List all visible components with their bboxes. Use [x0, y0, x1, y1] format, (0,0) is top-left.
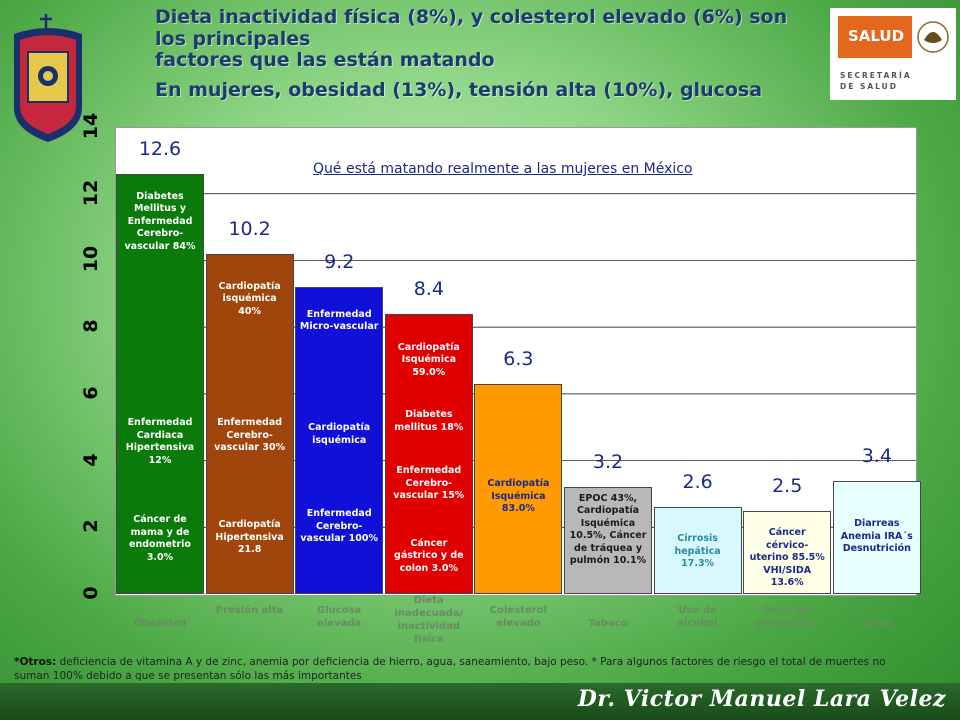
y-tick-label: 4 — [80, 452, 102, 467]
bar — [474, 383, 563, 594]
salud-logo: SALUD SECRETARÍA DE SALUD — [830, 8, 956, 100]
header-line-2: los principales — [155, 28, 311, 50]
value-label: 10.2 — [228, 217, 271, 240]
slide-header: Dieta inactividad física (8%), y coleste… — [155, 6, 815, 101]
value-label: 12.6 — [138, 137, 182, 160]
value-label: 3.2 — [592, 451, 624, 474]
y-tick-label: 6 — [80, 386, 102, 400]
y-tick-label: 2 — [80, 519, 102, 533]
bar-annotation: Cáncer de mama y de endometrio 3.0% — [129, 514, 191, 563]
bar-annotation: EPOC 43%, Cardiopatía Isquémica 10.5%, C… — [569, 492, 647, 567]
bar-annotation: Cáncer cérvico-uterino 85.5% VHI/SIDA 13… — [749, 527, 825, 589]
category-label: Glucosa elevada — [317, 605, 362, 629]
bar — [832, 480, 921, 594]
bar-annotation: Enfermedad Micro-vascular — [299, 308, 379, 333]
value-label: 2.5 — [772, 474, 803, 497]
bar-annotation: Cardiopatía Isquémica 83.0% — [487, 478, 550, 515]
value-label: 6.3 — [503, 347, 534, 370]
bar — [743, 510, 832, 594]
footnote-bold: *Otros: — [14, 656, 57, 668]
bar-annotation: Diabetes mellitus 18% — [394, 409, 464, 433]
secretaria-line1: SECRETARÍA — [840, 71, 912, 80]
value-label: 8.4 — [413, 277, 444, 300]
bar-annotation: Enfermedad Cerebro-vascular 30% — [214, 417, 286, 454]
y-tick-label: 10 — [80, 246, 102, 273]
y-tick-label: 12 — [80, 179, 102, 206]
y-tick-label: 8 — [80, 319, 102, 333]
bar-annotation: Cardiopatía Isquémica 59.0% — [397, 341, 460, 378]
bar-annotation: Diarreas Anemia IRA´s Desnutrición — [840, 518, 913, 554]
category-label: Presión alta — [215, 605, 284, 616]
category-label: Sexo sin protección — [757, 605, 818, 629]
bar-annotation: Enfermedad Cardiaca Hipertensiva 12% — [125, 417, 195, 466]
bar-annotation: Enfermedad Cerebro-vascular 100% — [300, 508, 379, 545]
y-tick-label: 14 — [80, 112, 102, 140]
footnote: *Otros: deficiencia de vitamina A y de z… — [14, 655, 894, 683]
signature-bar: Dr. Victor Manuel Lara Velez — [0, 683, 960, 720]
header-line-3: factores que las están matando — [155, 49, 495, 71]
bar — [295, 287, 384, 594]
bar — [564, 487, 652, 594]
category-label: Otros — [861, 618, 893, 629]
bar — [384, 313, 473, 594]
value-label: 3.4 — [861, 444, 892, 467]
bar-annotation: Cardiopatía isquémica 40% — [218, 280, 281, 317]
bar-annotation: Diabetes Mellitus y Enfermedad Cerebro-v… — [124, 190, 196, 252]
value-label: 9.2 — [324, 251, 355, 274]
bar-annotation: Cáncer gástrico y de colon 3.0% — [394, 537, 464, 574]
mexico-coat-of-arms-icon — [917, 21, 949, 53]
university-crest-logo — [14, 14, 82, 142]
header-line-1: Dieta inactividad física (8%), y coleste… — [155, 6, 788, 28]
y-tick-label: 0 — [80, 586, 102, 600]
category-label: Tabaco — [588, 618, 628, 629]
category-label: Dieta inadecuada/ inactividad física — [394, 595, 464, 645]
category-label: Colesterol elevado — [489, 605, 547, 629]
bar-annotation: Cirrosis hepática 17.3% — [674, 533, 721, 570]
bar-annotation: Cardiopatía isquémica — [308, 422, 371, 446]
bar — [653, 507, 742, 594]
bar — [205, 253, 294, 594]
category-label: Uso de alcohol — [677, 605, 718, 629]
bar-annotation: Enfermedad Cerebro-vascular 15% — [393, 465, 465, 502]
chart-title: Qué está matando realmente a las mujeres… — [313, 161, 693, 177]
salud-label: SALUD — [838, 16, 912, 58]
signature: Dr. Victor Manuel Lara Velez — [577, 686, 946, 712]
header-line-4: En mujeres, obesidad (13%), tensión alta… — [155, 79, 763, 101]
footnote-text: deficiencia de vitamina A y de zinc, ane… — [14, 656, 886, 682]
category-label: Obesidad — [133, 618, 187, 629]
value-label: 2.6 — [682, 471, 713, 494]
bar — [116, 173, 204, 594]
bar-annotation: Cardiopatía Hipertensiva 21.8 — [215, 519, 284, 556]
secretaria-line2: DE SALUD — [840, 82, 898, 91]
